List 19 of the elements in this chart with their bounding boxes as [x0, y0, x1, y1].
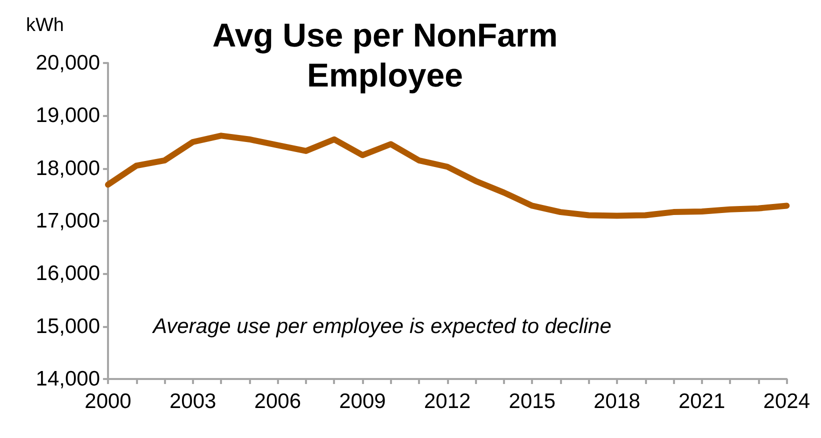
y-axis-title: kWh	[26, 15, 64, 36]
y-tick-label: 20,000	[36, 52, 100, 74]
x-tick-label: 2021	[678, 390, 726, 413]
x-tick-label: 2012	[424, 390, 471, 413]
x-tick-label: 2003	[169, 390, 216, 413]
y-tick-label: 16,000	[36, 262, 100, 286]
x-tick-label: 2018	[594, 390, 640, 413]
y-tick-label: 14,000	[36, 368, 100, 390]
annotation: Average use per employee is expected to decline	[151, 315, 612, 338]
y-tick-label: 15,000	[36, 314, 100, 338]
y-tick-label: 19,000	[36, 104, 100, 128]
x-tick-label: 2015	[508, 390, 556, 413]
x-tick-label: 2000	[84, 390, 132, 413]
x-tick-label: 2009	[339, 390, 386, 413]
chart-title: Avg Use per NonFarm Employee	[212, 16, 558, 94]
y-tick-label: 18,000	[36, 156, 100, 180]
y-tick-label: 17,000	[36, 210, 100, 232]
x-tick-label: 2006	[254, 390, 302, 413]
x-tick-label: 2024	[763, 390, 810, 413]
